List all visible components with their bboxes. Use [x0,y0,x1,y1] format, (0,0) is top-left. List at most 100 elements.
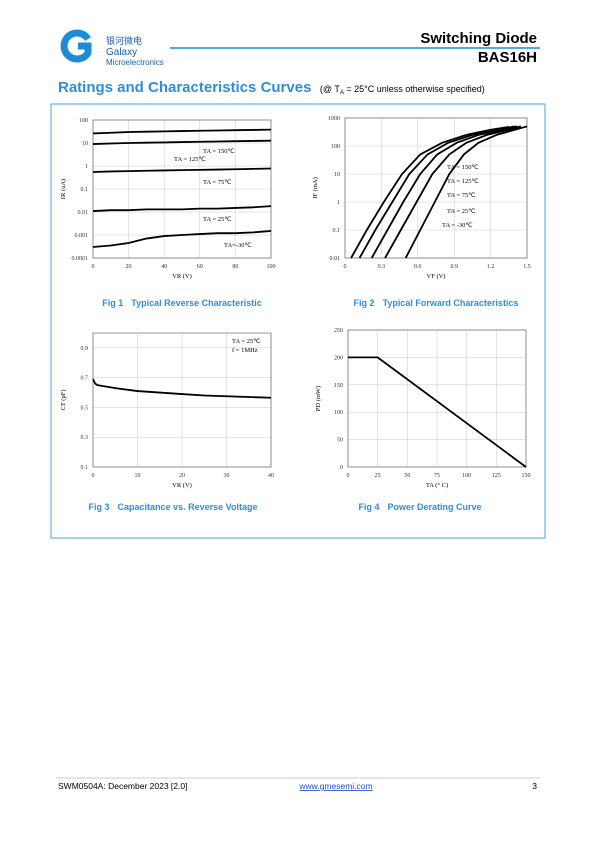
y-tick-label: 0.01 [330,256,341,262]
figure-caption: Fig 1 Typical Reverse Characteristic [102,298,261,308]
y-tick-label: 0.3 [81,435,89,441]
annotation: TA = 25℃ [232,338,261,345]
plot-frame [347,329,527,468]
logo-cn: 银河微电 [106,35,142,46]
curve [370,125,518,259]
section-note-sub: A [340,90,344,96]
y-tick-label: 0.001 [75,233,89,239]
y-tick-label: 200 [334,355,343,361]
x-axis-label: VR (V) [172,273,192,280]
x-tick-label: 75 [434,473,440,479]
curve [350,126,509,259]
plot-frame [92,119,272,259]
y-tick-label: 0.01 [78,210,89,216]
x-tick-label: 150 [522,473,531,479]
x-tick-label: 0.9 [450,264,458,270]
plot-frame [344,117,528,259]
y-tick-label: 50 [337,438,343,444]
y-tick-label: 0.1 [81,187,89,193]
y-axis-label: PD (mW) [315,386,322,411]
x-tick-label: 30 [224,473,230,479]
y-tick-label: 1000 [328,116,340,122]
x-tick-label: 0.6 [414,264,422,270]
part-number: BAS16H [478,49,537,66]
section-heading: Ratings and Characteristics Curves (@ TA… [58,79,485,96]
figure-caption: Fig 3 Capacitance vs. Reverse Voltage [89,502,258,512]
y-tick-label: 0.5 [81,405,89,411]
curve-label: TA = 25℃ [447,208,476,215]
y-tick-label: 100 [331,144,340,150]
x-tick-label: 100 [462,473,471,479]
x-tick-label: 40 [161,264,167,270]
x-tick-label: 40 [268,473,274,479]
logo [60,29,92,63]
figure-caption-text: Typical Forward Characteristics [383,298,519,308]
section-note: (@ T [320,84,340,94]
doc-title: Switching Diode [420,30,537,47]
figure-caption: Fig 4 Power Derating Curve [358,502,481,512]
x-axis-label: TA (° C) [426,482,448,489]
curve [348,356,527,468]
x-tick-label: 20 [179,473,185,479]
x-tick-label: 60 [197,264,203,270]
curve [92,139,272,145]
curve [92,167,272,173]
x-tick-label: 125 [492,473,501,479]
x-tick-label: 10 [135,473,141,479]
page-number: 3 [532,781,537,791]
figure-caption-text: Capacitance vs. Reverse Voltage [118,502,258,512]
figure-number: Fig 4 [358,502,379,512]
y-axis-label: CT (pF) [60,389,67,410]
y-tick-label: 0.9 [81,346,89,352]
y-tick-label: 100 [79,118,88,124]
annotation: f = 1MHz [232,347,258,354]
footer-url[interactable]: www.gmesemi.com [298,781,372,791]
x-tick-label: 80 [232,264,238,270]
curve-label: TA=-30℃ [224,242,252,249]
y-axis-label: IF (mA) [312,177,319,198]
y-tick-label: 0 [340,465,343,471]
curve-label: TA = 150℃ [447,164,479,171]
y-tick-label: 10 [82,141,88,147]
y-tick-label: 0.1 [333,228,341,234]
curve [92,378,272,399]
curve-label: TA = 125℃ [174,156,206,163]
curve-label: TA = 125℃ [447,178,479,185]
curve [404,125,528,259]
x-tick-label: 20 [126,264,132,270]
x-tick-label: 25 [375,473,381,479]
y-axis-label: IR (uA) [60,179,67,199]
chart: 0 50 100 150 200 250 0 25 50 75 100 125 150 TA (° C) P… [315,328,531,512]
figure-number: Fig 2 [354,298,375,308]
x-tick-label: 50 [404,473,410,479]
figure-caption-text: Power Derating Curve [387,502,481,512]
x-axis-label: VF (V) [427,273,446,280]
curve-label: TA = -30℃ [442,222,473,229]
section-title: Ratings and Characteristics Curves [58,79,311,96]
plot-frame [92,332,272,468]
figure-caption: Fig 2 Typical Forward Characteristics [354,298,519,308]
curve [358,125,516,259]
y-tick-label: 1 [337,200,340,206]
x-tick-label: 0.3 [378,264,386,270]
x-tick-label: 0 [347,473,350,479]
chart: 0.0001 0.001 0.01 0.1 1 10 100 0 20 40 60 80 100 VR (… [60,118,276,308]
curve [92,230,272,248]
figure-number: Fig 1 [102,298,123,308]
y-tick-label: 0.0001 [72,256,89,262]
y-tick-label: 0.7 [81,376,89,382]
x-tick-label: 0 [344,264,347,270]
figure-caption-text: Typical Reverse Characteristic [131,298,261,308]
y-tick-label: 150 [334,383,343,389]
logo-name: Galaxy [106,47,137,58]
curve [384,125,522,259]
x-tick-label: 0 [92,473,95,479]
curve [92,205,272,212]
curve-label: TA = 75℃ [447,192,476,199]
curve-label: TA = 75℃ [203,179,232,186]
logo-sub: Microelectronics [106,58,164,67]
x-tick-label: 1.2 [487,264,495,270]
curve-label: TA = 25℃ [203,216,232,223]
